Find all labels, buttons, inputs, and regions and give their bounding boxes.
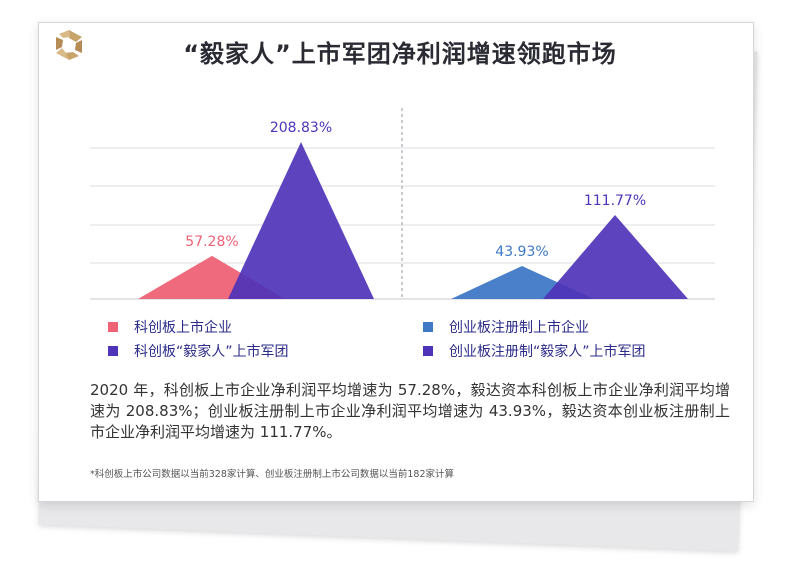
area-mark bbox=[543, 215, 688, 299]
legend-swatch bbox=[108, 346, 118, 356]
chart-area: 57.28% 208.83% 43.93% 111.77% bbox=[90, 108, 715, 300]
legend-item: 创业板注册制“毅家人”上市军团 bbox=[423, 341, 646, 361]
data-label: 43.93% bbox=[495, 244, 548, 260]
legend-item: 创业板注册制上市企业 bbox=[423, 317, 589, 337]
area-mark bbox=[228, 142, 374, 299]
legend-item: 科创板上市企业 bbox=[108, 317, 232, 337]
legend-label: 创业板注册制“毅家人”上市军团 bbox=[449, 344, 646, 360]
legend-label: 科创板“毅家人”上市军团 bbox=[134, 344, 289, 360]
legend-swatch bbox=[108, 322, 118, 332]
legend-item: 科创板“毅家人”上市军团 bbox=[108, 341, 289, 361]
chart-title: “毅家人”上市军团净利润增速领跑市场 bbox=[183, 40, 617, 68]
data-label: 57.28% bbox=[185, 234, 238, 250]
legend-label: 科创板上市企业 bbox=[134, 320, 232, 336]
yijia-logo-icon bbox=[56, 30, 82, 60]
summary-text: 2020 年，科创板上市企业净利润平均增速为 57.28%，毅达资本科创板上市企… bbox=[90, 381, 730, 441]
legend-swatch bbox=[423, 346, 433, 356]
data-label: 208.83% bbox=[270, 120, 332, 136]
legend-label: 创业板注册制上市企业 bbox=[449, 320, 589, 336]
footnote: *科创板上市公司数据以当前328家计算、创业板注册制上市公司数据以当前182家计… bbox=[90, 469, 455, 480]
legend-swatch bbox=[423, 322, 433, 332]
data-label: 111.77% bbox=[584, 193, 646, 209]
